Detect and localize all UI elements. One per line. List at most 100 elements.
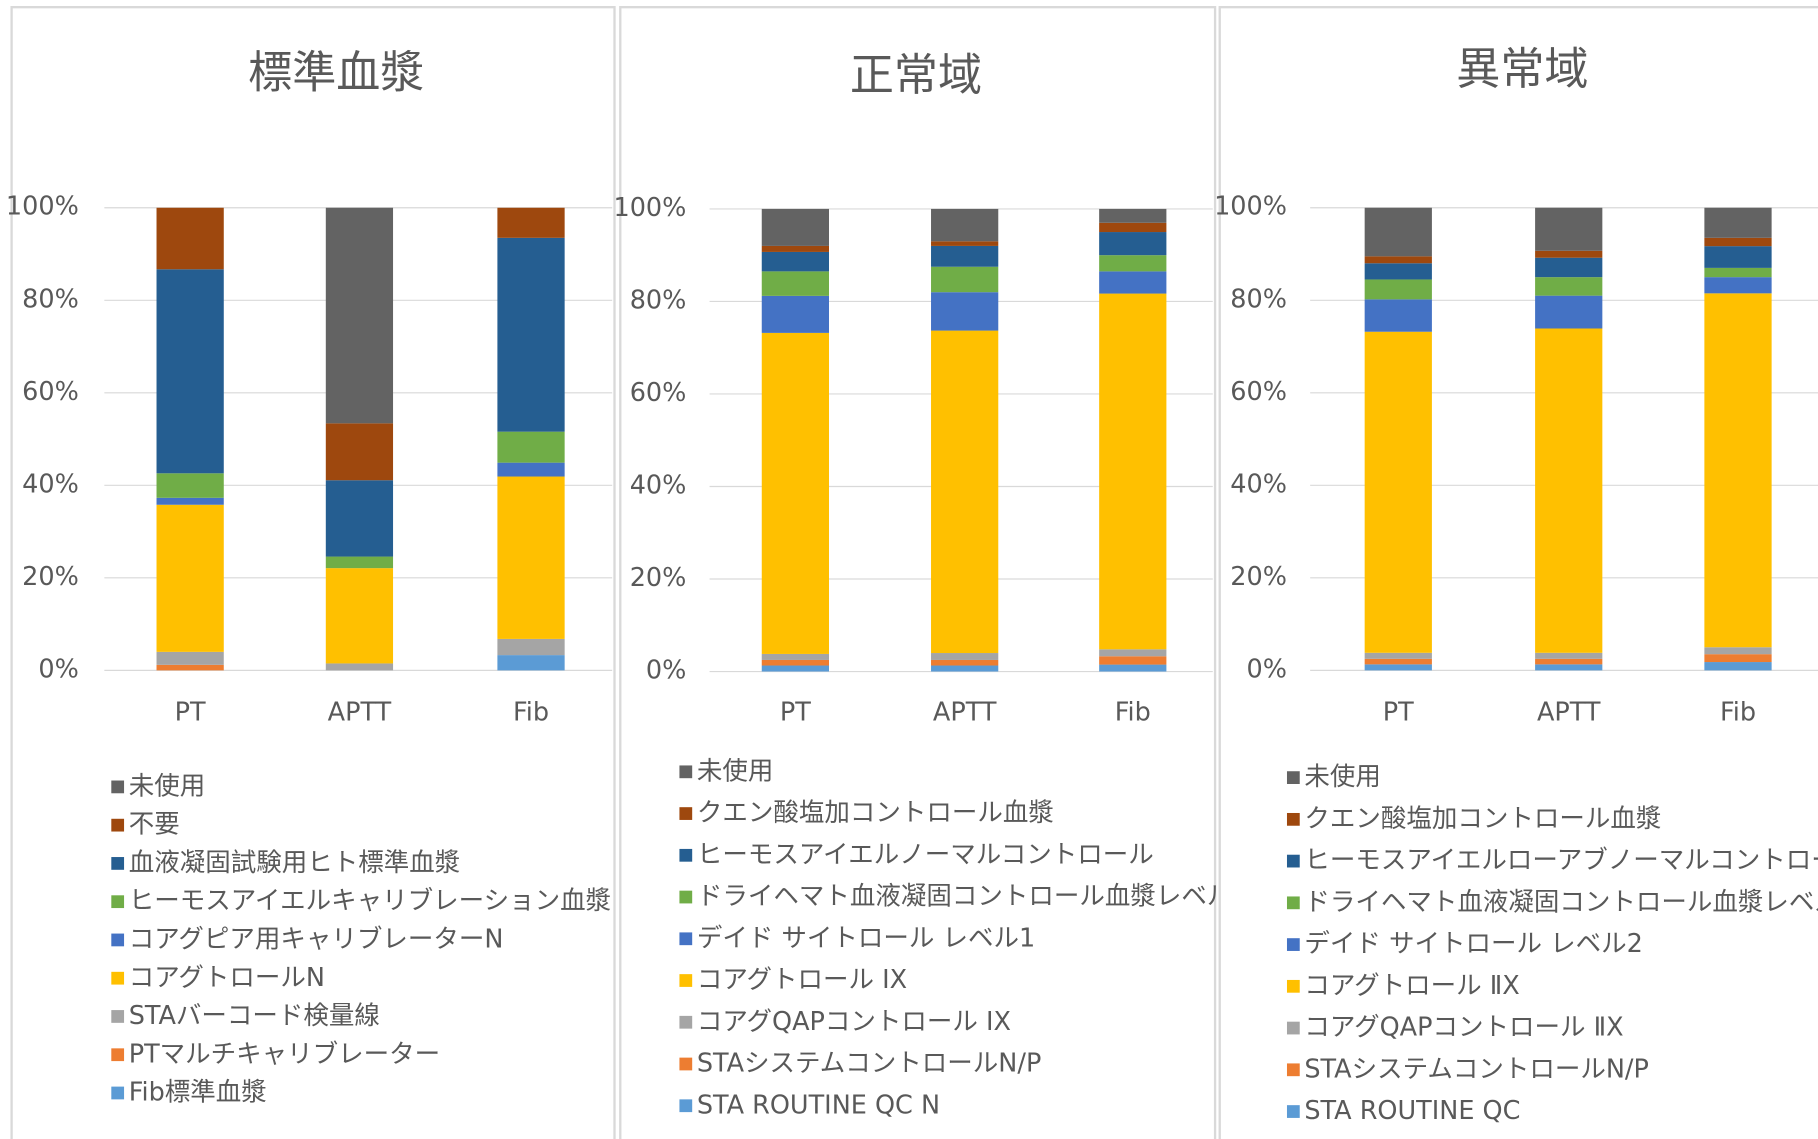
bar-segment	[761, 295, 829, 333]
legend-label: STA ROUTINE QC	[1304, 1096, 1520, 1126]
legend-label: コアグピア用キャリブレーターN	[129, 925, 504, 955]
legend-label: 未使用	[129, 771, 206, 801]
legend-label: デイド サイトロール レベル2	[1304, 929, 1642, 959]
y-tick-label: 80%	[22, 284, 79, 314]
legend-swatch	[679, 1015, 693, 1029]
legend-label: STAシステムコントロールN/P	[1304, 1054, 1649, 1084]
legend-swatch	[679, 765, 693, 779]
bar-segment	[1704, 267, 1772, 278]
bar-segment	[931, 330, 999, 654]
legend-swatch	[1286, 1063, 1300, 1077]
bar-segment	[1099, 271, 1167, 294]
bar-segment	[1535, 295, 1603, 329]
y-tick-label: 0%	[1247, 654, 1287, 684]
bar-segment	[497, 431, 565, 463]
bar-segment	[1364, 256, 1432, 264]
legend-label: コアグトロール ⅡX	[1304, 971, 1519, 1001]
bar-segment	[1704, 277, 1772, 294]
y-tick-label: 100%	[1214, 192, 1287, 222]
bar-segment	[761, 332, 829, 654]
bar-segment	[1704, 207, 1772, 238]
bar-segment	[325, 480, 394, 557]
bar-segment	[931, 292, 999, 331]
bar-segment	[156, 207, 224, 270]
bar-segment	[761, 665, 829, 672]
bar-segment	[1704, 246, 1772, 268]
y-tick-label: 60%	[22, 377, 79, 407]
bar-segment	[931, 659, 999, 666]
legend-label: コアグQAPコントロール ⅡX	[1304, 1013, 1623, 1043]
legend-swatch	[679, 932, 693, 946]
y-tick-label: 80%	[630, 285, 687, 315]
chart-title: 標準血漿	[248, 48, 424, 99]
legend-swatch	[1286, 771, 1300, 784]
x-tick-label: APTT	[1537, 697, 1601, 727]
bar-segment	[156, 504, 224, 652]
y-tick-label: 60%	[1230, 377, 1287, 407]
bar-segment	[1099, 293, 1167, 650]
bar-segment	[1704, 293, 1772, 648]
bar-segment	[1704, 654, 1772, 663]
y-tick-label: 20%	[1230, 562, 1287, 592]
legend-label: 未使用	[697, 756, 774, 786]
bar-segment	[931, 653, 999, 660]
y-tick-label: 100%	[6, 192, 79, 222]
legend-label: STAバーコード検量線	[129, 1001, 380, 1031]
bar-segment	[497, 462, 565, 477]
legend-swatch	[679, 848, 693, 862]
legend-swatch	[1286, 896, 1300, 910]
legend-swatch	[1286, 1021, 1300, 1035]
bar-segment	[156, 269, 224, 474]
bar-segment	[1535, 250, 1603, 258]
legend-swatch	[111, 1010, 125, 1023]
legend-label: ドライヘマト血液凝固コントロール血漿レベル1	[697, 882, 1249, 912]
bar-segment	[156, 651, 224, 665]
bar-segment	[1099, 255, 1167, 272]
bar-segment	[761, 271, 829, 296]
x-tick-label: APTT	[328, 697, 392, 727]
y-tick-label: 20%	[630, 563, 687, 593]
legend-swatch	[679, 1099, 693, 1113]
y-tick-label: 40%	[22, 469, 79, 499]
legend-label: ヒーモスアイエルキャリブレーション血漿	[129, 886, 611, 916]
legend-label: コアグQAPコントロール ⅠX	[697, 1007, 1011, 1037]
legend-swatch	[1286, 854, 1300, 868]
legend-swatch	[111, 857, 125, 870]
bar-segment	[156, 473, 224, 498]
bar-segment	[1099, 232, 1167, 256]
bar-segment	[1704, 662, 1772, 671]
bar-segment	[1364, 263, 1432, 280]
legend-swatch	[679, 807, 693, 820]
legend-label: コアグトロール ⅠX	[697, 965, 907, 995]
bar-segment	[497, 638, 565, 656]
bar-segment	[325, 568, 394, 664]
legend-swatch	[111, 895, 125, 909]
legend-swatch	[679, 1057, 693, 1071]
bar-segment	[1364, 207, 1432, 257]
bar-segment	[1704, 647, 1772, 655]
legend-swatch	[1286, 979, 1300, 993]
y-tick-label: 80%	[1230, 284, 1287, 314]
bar-segment	[1704, 237, 1772, 247]
legend-label: クエン酸塩加コントロール血漿	[697, 798, 1054, 828]
bar-segment	[1535, 328, 1603, 653]
bar-segment	[931, 241, 999, 246]
bar-segment	[156, 664, 224, 671]
bar-segment	[1535, 207, 1603, 251]
bar-segment	[1364, 664, 1432, 671]
legend-label: 不要	[129, 810, 180, 840]
y-tick-label: 0%	[38, 654, 78, 684]
legend-label: デイド サイトロール レベル1	[697, 923, 1035, 953]
bar-segment	[1364, 279, 1432, 300]
bar-segment	[1364, 299, 1432, 332]
legend-label: ドライヘマト血液凝固コントロール血漿レベル2	[1304, 887, 1818, 917]
bar-segment	[931, 266, 999, 293]
legend-label: ヒーモスアイエルノーマルコントロール	[697, 840, 1154, 870]
y-tick-label: 40%	[1230, 469, 1287, 499]
bar-segment	[1364, 658, 1432, 665]
chart-title: 正常域	[850, 50, 982, 101]
bar-segment	[1535, 652, 1603, 659]
legend-label: STAシステムコントロールN/P	[697, 1049, 1042, 1079]
